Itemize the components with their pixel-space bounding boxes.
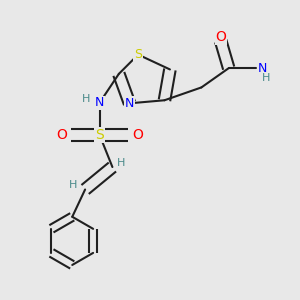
Text: H: H bbox=[117, 158, 126, 168]
Text: O: O bbox=[215, 30, 226, 44]
Text: H: H bbox=[82, 94, 91, 104]
Text: O: O bbox=[132, 128, 143, 142]
Text: O: O bbox=[56, 128, 67, 142]
Text: H: H bbox=[262, 73, 271, 83]
Text: N: N bbox=[258, 62, 267, 75]
Text: S: S bbox=[134, 48, 142, 61]
Text: N: N bbox=[125, 97, 134, 110]
Text: H: H bbox=[69, 180, 77, 190]
Text: N: N bbox=[95, 96, 104, 109]
Text: S: S bbox=[95, 128, 104, 142]
